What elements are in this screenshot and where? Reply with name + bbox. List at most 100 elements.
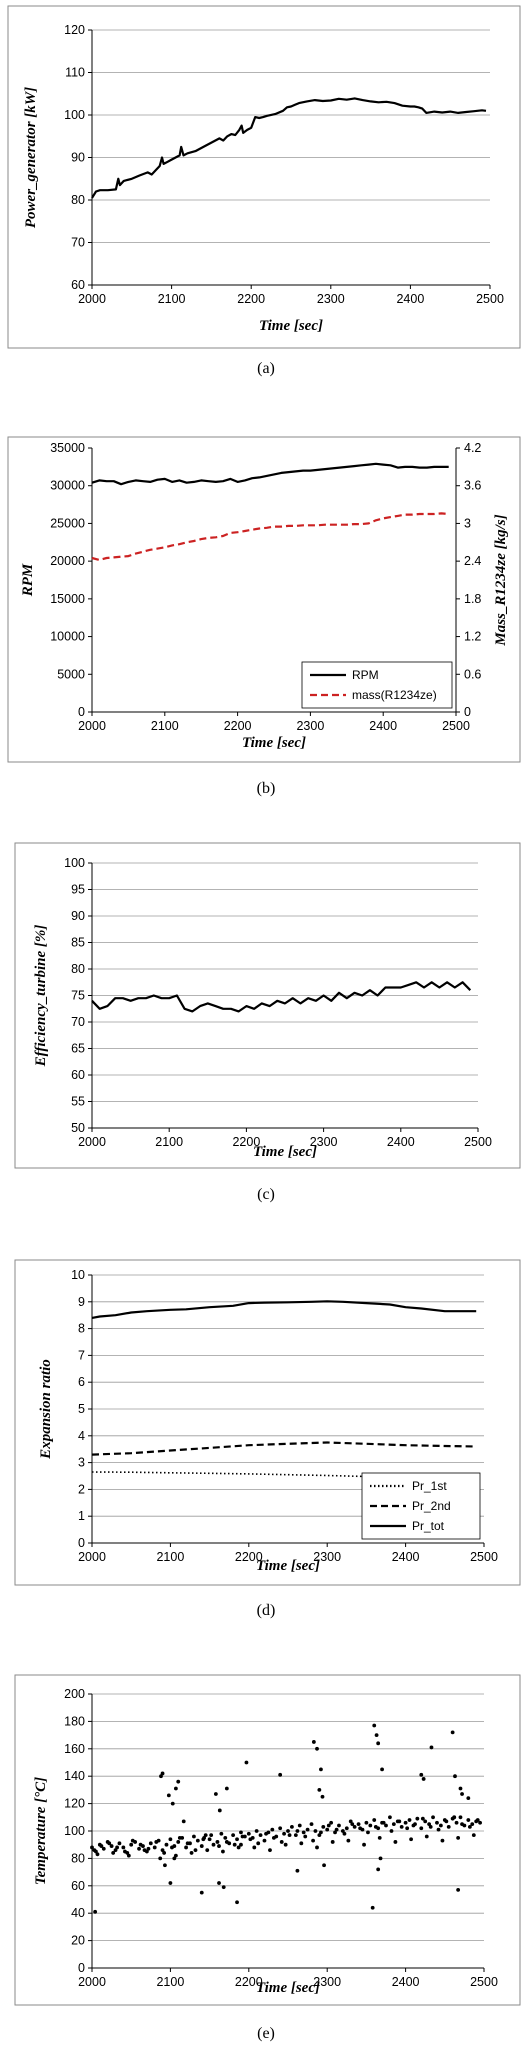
data-point (224, 1786, 229, 1791)
data-point (466, 1796, 471, 1801)
y-tick-label: 1 (78, 1509, 85, 1523)
data-point (162, 1851, 167, 1855)
x-axis-label: Time [sec] (256, 1558, 320, 1574)
data-point (423, 1819, 428, 1824)
y2-tick-label: 0.6 (464, 667, 481, 681)
data-point (409, 1837, 413, 1842)
data-point (326, 1823, 331, 1828)
data-point (254, 1829, 259, 1833)
caption-b: (b) (256, 780, 276, 797)
data-point (217, 1844, 221, 1848)
y-tick-label: 10 (71, 1268, 85, 1282)
x-axis-label: Time [sec] (259, 318, 323, 334)
data-point (163, 1863, 167, 1868)
y-tick-label: 60 (71, 1879, 85, 1893)
data-point (217, 1881, 221, 1885)
y-tick-label: 65 (71, 1042, 85, 1056)
y-tick-label: 4 (78, 1429, 85, 1443)
data-point (458, 1815, 463, 1820)
y2-axis-label: Mass_R1234ze [kg/s] (493, 514, 509, 646)
x-tick-label: 2200 (232, 1135, 260, 1149)
data-point (244, 1760, 249, 1765)
y-axis-label: Efficiency_turbine [%] (33, 925, 49, 1068)
data-point (166, 1793, 171, 1798)
data-point (148, 1841, 153, 1846)
data-point (248, 1837, 253, 1842)
x-axis-label: Time [sec] (253, 1144, 317, 1160)
data-point (366, 1830, 370, 1835)
data-point (107, 1841, 112, 1846)
data-point (286, 1829, 290, 1833)
data-point (431, 1815, 435, 1820)
data-point (176, 1779, 181, 1784)
data-point (329, 1820, 334, 1825)
data-point (337, 1823, 341, 1828)
y-tick-label: 95 (71, 883, 85, 897)
y-tick-label: 60 (71, 1068, 85, 1082)
data-point (287, 1833, 292, 1838)
data-point (199, 1844, 204, 1848)
data-point (454, 1820, 459, 1825)
data-point (172, 1856, 177, 1861)
data-point (138, 1842, 143, 1847)
data-point (384, 1823, 388, 1828)
data-point (435, 1820, 439, 1825)
data-point (419, 1826, 424, 1831)
data-point (264, 1831, 268, 1836)
y2-tick-label: 0 (464, 705, 471, 719)
caption-e: (e) (257, 2025, 275, 2042)
chart-frame (7, 5, 521, 349)
data-point (154, 1840, 159, 1844)
data-point (92, 1848, 97, 1853)
data-point (444, 1819, 449, 1824)
series-line-mass-r1234ze- (91, 512, 449, 562)
x-tick-label: 2100 (156, 1550, 184, 1564)
data-point (262, 1838, 267, 1843)
data-point (278, 1826, 283, 1831)
data-point (152, 1845, 157, 1850)
data-point (164, 1842, 169, 1847)
data-point (452, 1815, 457, 1820)
series-line-rpm (91, 462, 449, 486)
data-point (121, 1845, 126, 1850)
y-tick-label: 10000 (50, 630, 85, 644)
data-point (137, 1846, 141, 1851)
x-tick-label: 2400 (369, 719, 397, 733)
data-point (358, 1826, 363, 1831)
x-tick-label: 2100 (155, 1135, 183, 1149)
data-point (315, 1746, 319, 1751)
y-tick-label: 8 (78, 1322, 85, 1336)
series-line-0 (91, 981, 472, 1013)
data-point (95, 1852, 100, 1857)
data-point (478, 1820, 482, 1825)
data-point (391, 1822, 396, 1827)
data-point (370, 1905, 375, 1910)
y-tick-label: 30000 (50, 479, 85, 493)
y-tick-label: 15000 (50, 592, 85, 606)
legend-box (301, 661, 453, 709)
data-point (189, 1851, 194, 1855)
y-tick-label: 85 (71, 936, 85, 950)
y-axis-label: Temperature [°C] (33, 1777, 49, 1885)
series-line-pr-tot (91, 1300, 477, 1319)
data-point (202, 1835, 207, 1840)
data-point (450, 1730, 455, 1735)
y-tick-label: 7 (78, 1348, 85, 1362)
y2-tick-label: 4.2 (464, 441, 481, 455)
x-tick-label: 2500 (470, 1975, 498, 1989)
data-point (168, 1881, 173, 1885)
series-line-pr-1st (91, 1471, 477, 1479)
x-tick-label: 2300 (313, 1550, 341, 1564)
data-point (376, 1867, 381, 1872)
data-point (373, 1824, 378, 1829)
data-point (235, 1900, 239, 1905)
data-point (372, 1723, 377, 1728)
data-point (344, 1826, 349, 1831)
y-tick-label: 180 (64, 1714, 85, 1728)
y-tick-label: 70 (71, 236, 85, 250)
x-tick-label: 2500 (442, 719, 470, 733)
x-tick-label: 2500 (476, 292, 504, 306)
data-point (440, 1838, 445, 1843)
y-tick-label: 35000 (50, 441, 85, 455)
